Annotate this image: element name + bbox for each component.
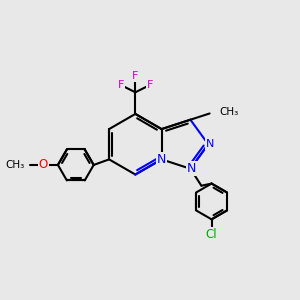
- Text: N: N: [206, 139, 214, 149]
- Text: CH₃: CH₃: [5, 160, 24, 170]
- Text: N: N: [187, 162, 196, 175]
- Text: F: F: [118, 80, 124, 90]
- Text: F: F: [147, 80, 153, 90]
- Text: F: F: [132, 71, 139, 81]
- Text: Cl: Cl: [206, 228, 218, 241]
- Text: O: O: [39, 158, 48, 171]
- Text: CH₃: CH₃: [220, 107, 239, 117]
- Text: N: N: [157, 153, 166, 166]
